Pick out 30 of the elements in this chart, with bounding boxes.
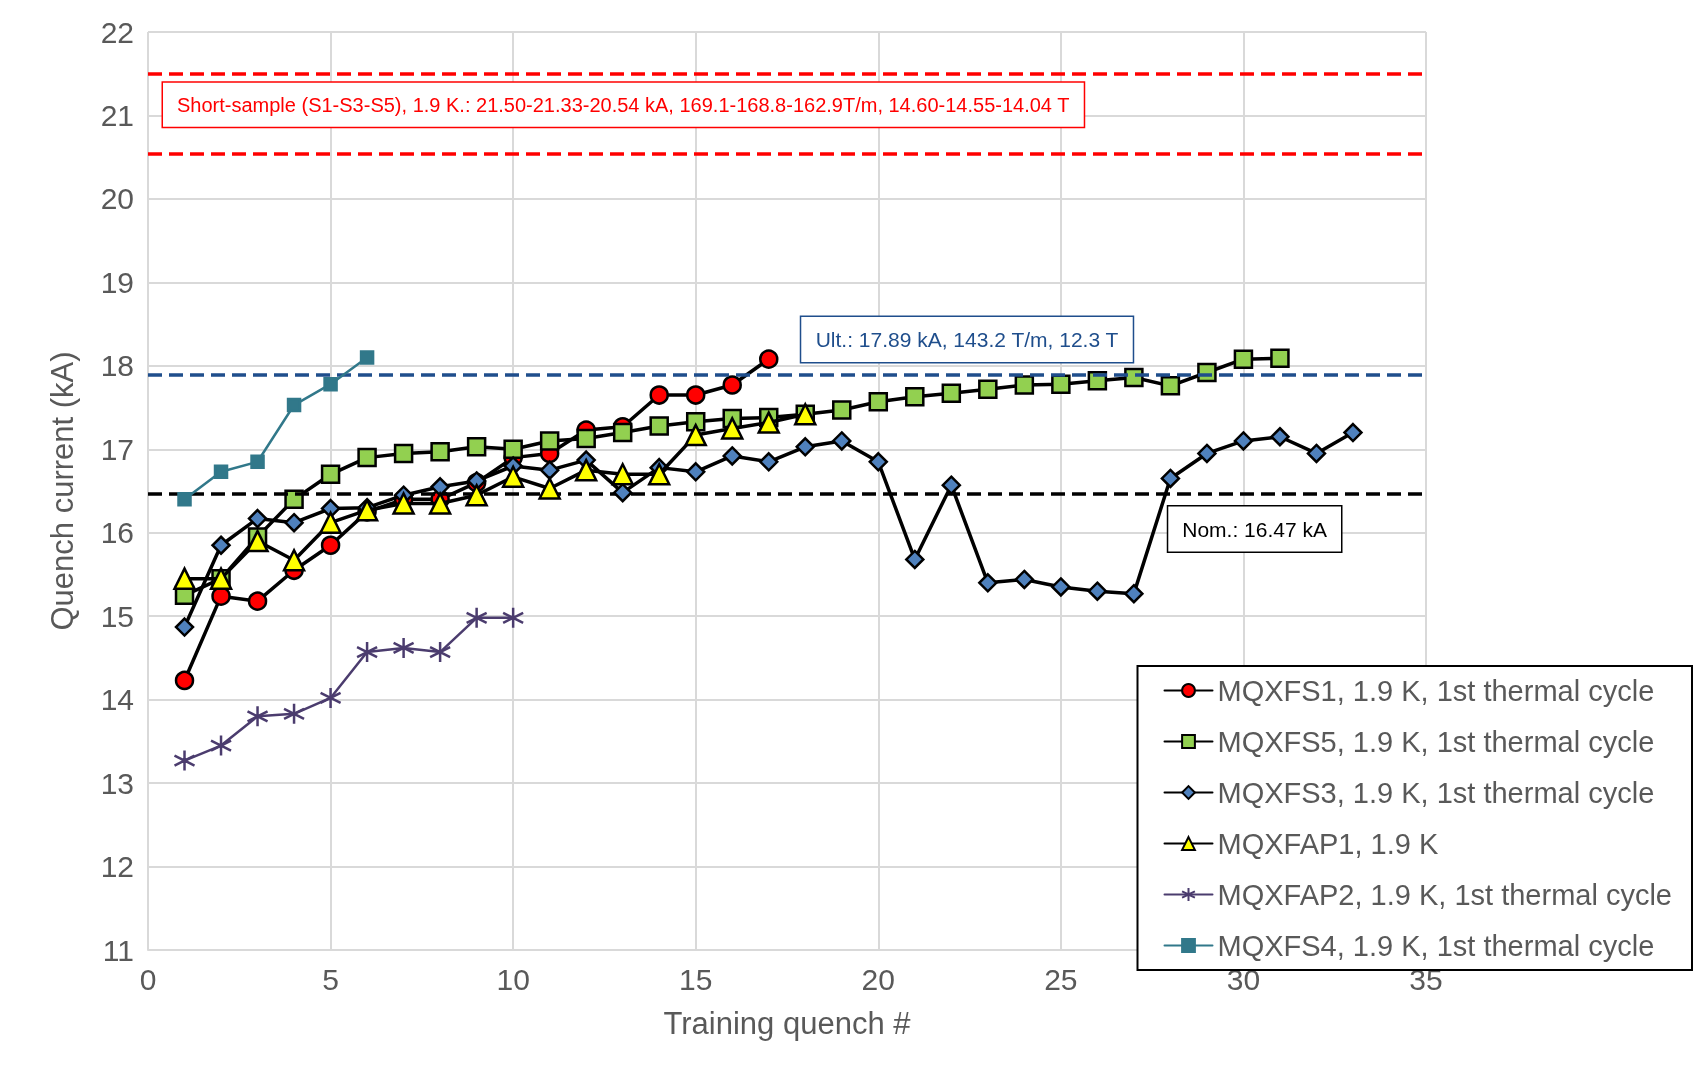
y-tick-label: 21 — [100, 98, 134, 132]
y-tick-label: 12 — [100, 850, 134, 884]
legend-label: MQXFS3, 1.9 K, 1st thermal cycle — [1217, 776, 1655, 809]
x-tick-label: 30 — [1226, 962, 1261, 996]
y-tick-label: 14 — [100, 683, 134, 717]
y-tick-label: 16 — [100, 516, 134, 550]
y-tick-label: 22 — [100, 15, 134, 49]
x-tick-label: 20 — [861, 962, 895, 996]
x-tick-label: 25 — [1044, 962, 1078, 996]
y-tick-label: 18 — [100, 349, 134, 383]
y-tick-label: 20 — [100, 182, 134, 216]
y-tick-label: 13 — [100, 766, 134, 800]
y-axis-title: Quench current (kA) — [45, 351, 80, 631]
ref-line-label: Short-sample (S1-S3-S5), 1.9 K.: 21.50-21.33-20.54 kA, 169.1-168.8-162.9T/m, 14.60-14.55-14.04 T — [177, 93, 1070, 116]
legend-label: MQXFS4, 1.9 K, 1st thermal cycle — [1217, 929, 1655, 962]
legend-label: MQXFAP1, 1.9 K — [1217, 827, 1439, 860]
ref-line-label: Ult.: 17.89 kA, 143.2 T/m, 12.3 T — [815, 328, 1119, 351]
ref-line-label: Nom.: 16.47 kA — [1182, 517, 1327, 541]
x-tick-label: 10 — [496, 962, 530, 996]
x-tick-label: 5 — [322, 962, 339, 996]
x-tick-label: 15 — [679, 962, 713, 996]
y-tick-label: 15 — [100, 599, 134, 633]
legend-label: MQXFAP2, 1.9 K, 1st thermal cycle — [1217, 878, 1672, 911]
y-tick-label: 19 — [100, 265, 134, 299]
x-axis-title: Training quench # — [663, 1006, 912, 1041]
y-tick-label: 11 — [102, 933, 134, 967]
legend-label: MQXFS1, 1.9 K, 1st thermal cycle — [1217, 674, 1655, 707]
legend-label: MQXFS5, 1.9 K, 1st thermal cycle — [1217, 725, 1655, 758]
y-tick-label: 17 — [100, 432, 134, 466]
x-tick-label: 0 — [139, 962, 157, 996]
